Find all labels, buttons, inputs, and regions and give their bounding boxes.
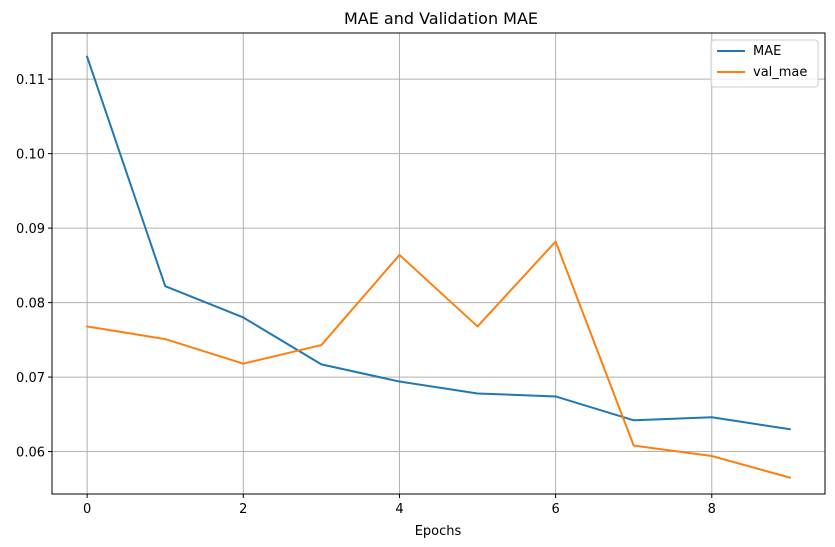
data-point [164,285,166,287]
y-tick-label: 0.08 [16,297,45,312]
data-point [633,445,635,447]
x-tick-label: 2 [239,502,247,517]
series-group [85,55,792,479]
series-line-mae [85,55,791,431]
chart-title: MAE and Validation MAE [344,9,538,28]
grid [52,33,825,494]
legend-label-mae: MAE [753,44,781,59]
data-point [633,419,635,421]
y-tick-label: 0.06 [16,446,45,461]
x-tick-label: 4 [395,502,403,517]
x-tick-label: 6 [551,502,559,517]
data-point [555,241,557,243]
data-point [477,392,479,394]
series-line-val-mae [85,240,792,479]
data-point [711,416,713,418]
y-tick-label: 0.10 [16,148,45,163]
legend: MAE val_mae [710,39,819,88]
data-point [320,363,322,365]
x-axis-label: Epochs [415,524,462,539]
data-point [86,56,88,58]
y-tick-label: 0.09 [16,222,45,237]
data-point [242,316,244,318]
data-point [86,325,88,327]
data-point [789,428,791,430]
data-point [477,325,479,327]
tick-marks [48,78,713,498]
data-point [242,363,244,365]
x-tick-label: 0 [83,502,91,517]
data-point [320,344,322,346]
plot-frame [51,32,826,495]
y-tick-label: 0.07 [16,371,45,386]
legend-label-val-mae: val_mae [753,65,807,80]
data-point [398,254,400,256]
x-tick-label: 8 [708,502,716,517]
data-point [711,455,713,457]
data-point [555,395,557,397]
data-point [789,477,791,479]
data-point [398,381,400,383]
data-point [164,338,166,340]
y-tick-label: 0.11 [16,73,45,88]
